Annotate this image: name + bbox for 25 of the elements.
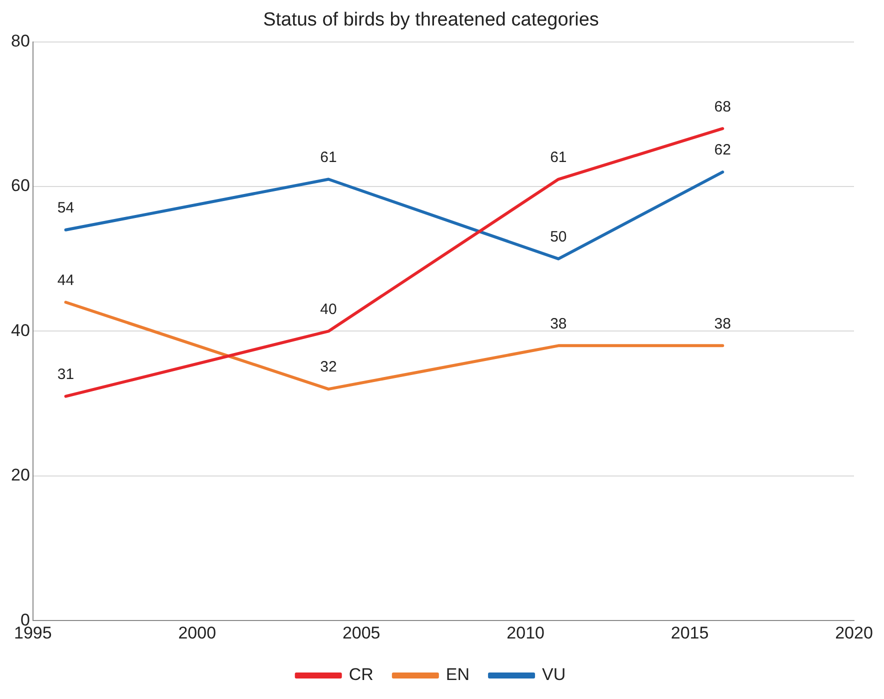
legend-label: EN — [446, 665, 470, 684]
legend-label: CR — [348, 665, 374, 684]
y-tick-label: 20 — [10, 466, 30, 485]
x-tick-label: 2000 — [178, 623, 216, 642]
data-label: 32 — [320, 358, 337, 376]
data-label: 50 — [550, 228, 567, 246]
data-label: 44 — [57, 272, 74, 289]
y-tick-label: 80 — [10, 31, 30, 50]
data-label: 38 — [714, 315, 731, 332]
legend-label: VU — [542, 665, 566, 684]
y-tick-label: 40 — [10, 320, 30, 340]
chart-title: Status of birds by threatened categories — [263, 10, 599, 31]
x-tick-label: 2020 — [835, 623, 873, 642]
data-label: 62 — [714, 142, 731, 159]
data-label: 61 — [320, 148, 337, 166]
data-label: 54 — [57, 200, 74, 217]
data-label: 61 — [550, 148, 567, 166]
x-tick-label: 2015 — [670, 623, 709, 642]
data-label: 31 — [57, 366, 74, 383]
x-tick-label: 2005 — [342, 623, 380, 642]
data-label: 40 — [320, 300, 337, 318]
data-label: 68 — [714, 98, 731, 116]
x-tick-label: 2010 — [506, 623, 544, 642]
data-label: 38 — [550, 315, 567, 332]
y-tick-label: 60 — [10, 176, 30, 196]
